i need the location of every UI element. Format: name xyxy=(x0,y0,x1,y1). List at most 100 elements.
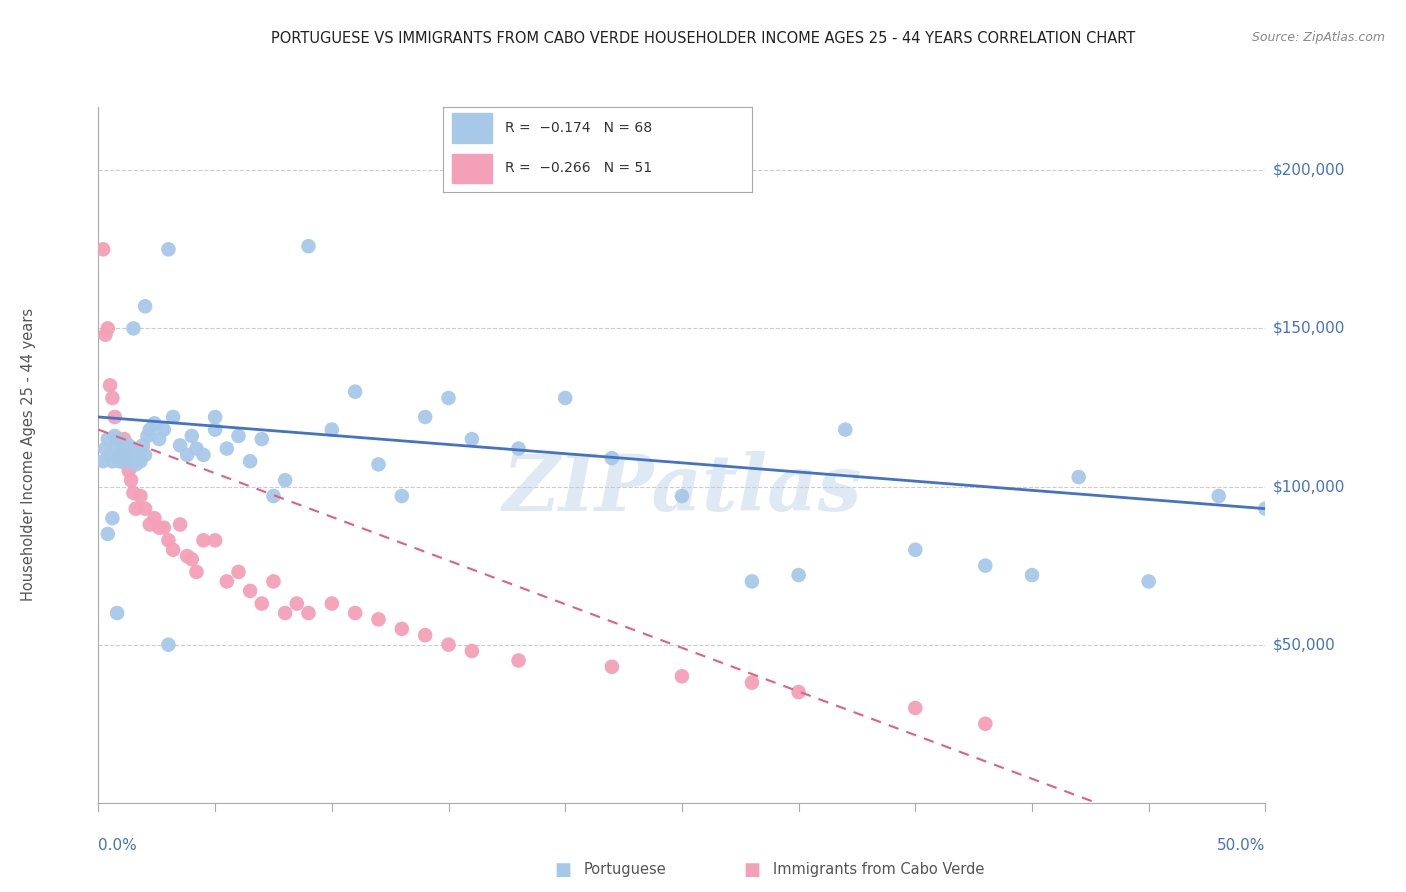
Point xyxy=(157,638,180,652)
Point xyxy=(104,429,127,443)
Text: 50.0%: 50.0% xyxy=(1218,838,1265,854)
Point xyxy=(321,423,343,437)
Point xyxy=(508,442,530,456)
Point xyxy=(120,451,142,466)
Point xyxy=(215,442,238,456)
Point xyxy=(125,501,148,516)
Point xyxy=(554,391,576,405)
Point xyxy=(118,464,141,478)
Point xyxy=(228,565,250,579)
Text: 0.0%: 0.0% xyxy=(98,838,138,854)
Point xyxy=(262,489,284,503)
Point xyxy=(228,429,250,443)
Point xyxy=(1137,574,1160,589)
Point xyxy=(1021,568,1043,582)
Point xyxy=(120,473,142,487)
Point xyxy=(741,574,763,589)
Point xyxy=(413,409,436,424)
Point xyxy=(180,429,202,443)
Text: $200,000: $200,000 xyxy=(1272,163,1344,178)
Text: ■: ■ xyxy=(554,861,571,879)
Point xyxy=(98,448,121,462)
Point xyxy=(367,458,389,472)
Point xyxy=(152,521,174,535)
Point xyxy=(169,438,191,452)
Point xyxy=(974,716,997,731)
Point xyxy=(297,606,319,620)
Point xyxy=(239,583,262,598)
Point xyxy=(105,432,128,446)
Point xyxy=(108,454,131,468)
Point xyxy=(344,606,367,620)
Point xyxy=(186,565,208,579)
Point xyxy=(152,423,174,437)
Point xyxy=(115,448,138,462)
Text: R =  −0.174   N = 68: R = −0.174 N = 68 xyxy=(505,120,652,135)
Point xyxy=(122,321,145,335)
Point xyxy=(136,429,159,443)
Point xyxy=(105,606,128,620)
Point xyxy=(1208,489,1230,503)
Point xyxy=(125,458,148,472)
Point xyxy=(1254,501,1277,516)
Point xyxy=(134,299,156,313)
Text: $100,000: $100,000 xyxy=(1272,479,1344,494)
Point xyxy=(413,628,436,642)
Point xyxy=(285,597,308,611)
Text: $150,000: $150,000 xyxy=(1272,321,1344,336)
Bar xyxy=(453,153,492,183)
Point xyxy=(134,501,156,516)
Point xyxy=(344,384,367,399)
Point xyxy=(148,432,170,446)
Point xyxy=(97,527,120,541)
Text: R =  −0.266   N = 51: R = −0.266 N = 51 xyxy=(505,161,652,175)
Point xyxy=(176,549,198,563)
Text: ZIPatlas: ZIPatlas xyxy=(502,451,862,528)
Point xyxy=(112,432,135,446)
Point xyxy=(787,685,810,699)
Point xyxy=(169,517,191,532)
Point xyxy=(118,438,141,452)
Point xyxy=(112,448,135,462)
Point xyxy=(134,448,156,462)
Point xyxy=(111,454,134,468)
Point xyxy=(391,489,413,503)
Point xyxy=(101,391,124,405)
Point xyxy=(94,327,117,342)
Point xyxy=(162,542,184,557)
Point xyxy=(157,243,180,257)
Text: Portuguese: Portuguese xyxy=(583,863,666,877)
Point xyxy=(215,574,238,589)
Point xyxy=(904,701,927,715)
Text: ■: ■ xyxy=(744,861,761,879)
Point xyxy=(108,448,131,462)
Point xyxy=(132,438,155,452)
Point xyxy=(508,653,530,667)
Point xyxy=(139,517,162,532)
Point xyxy=(787,568,810,582)
Point xyxy=(834,423,856,437)
Point xyxy=(204,423,226,437)
Point xyxy=(127,448,149,462)
Point xyxy=(101,454,124,468)
Point xyxy=(139,423,162,437)
Point xyxy=(974,558,997,573)
Point xyxy=(111,435,134,450)
Point xyxy=(904,542,927,557)
Point xyxy=(671,669,693,683)
Point xyxy=(186,442,208,456)
Point xyxy=(115,454,138,468)
Text: Householder Income Ages 25 - 44 years: Householder Income Ages 25 - 44 years xyxy=(21,309,35,601)
Point xyxy=(104,409,127,424)
Text: Source: ZipAtlas.com: Source: ZipAtlas.com xyxy=(1251,31,1385,45)
Point xyxy=(1067,470,1090,484)
Point xyxy=(97,321,120,335)
Text: PORTUGUESE VS IMMIGRANTS FROM CABO VERDE HOUSEHOLDER INCOME AGES 25 - 44 YEARS C: PORTUGUESE VS IMMIGRANTS FROM CABO VERDE… xyxy=(271,31,1135,46)
Point xyxy=(111,454,134,468)
Point xyxy=(297,239,319,253)
Point xyxy=(321,597,343,611)
Point xyxy=(122,486,145,500)
Text: $50,000: $50,000 xyxy=(1272,637,1336,652)
Point xyxy=(274,606,297,620)
Point xyxy=(91,454,114,468)
